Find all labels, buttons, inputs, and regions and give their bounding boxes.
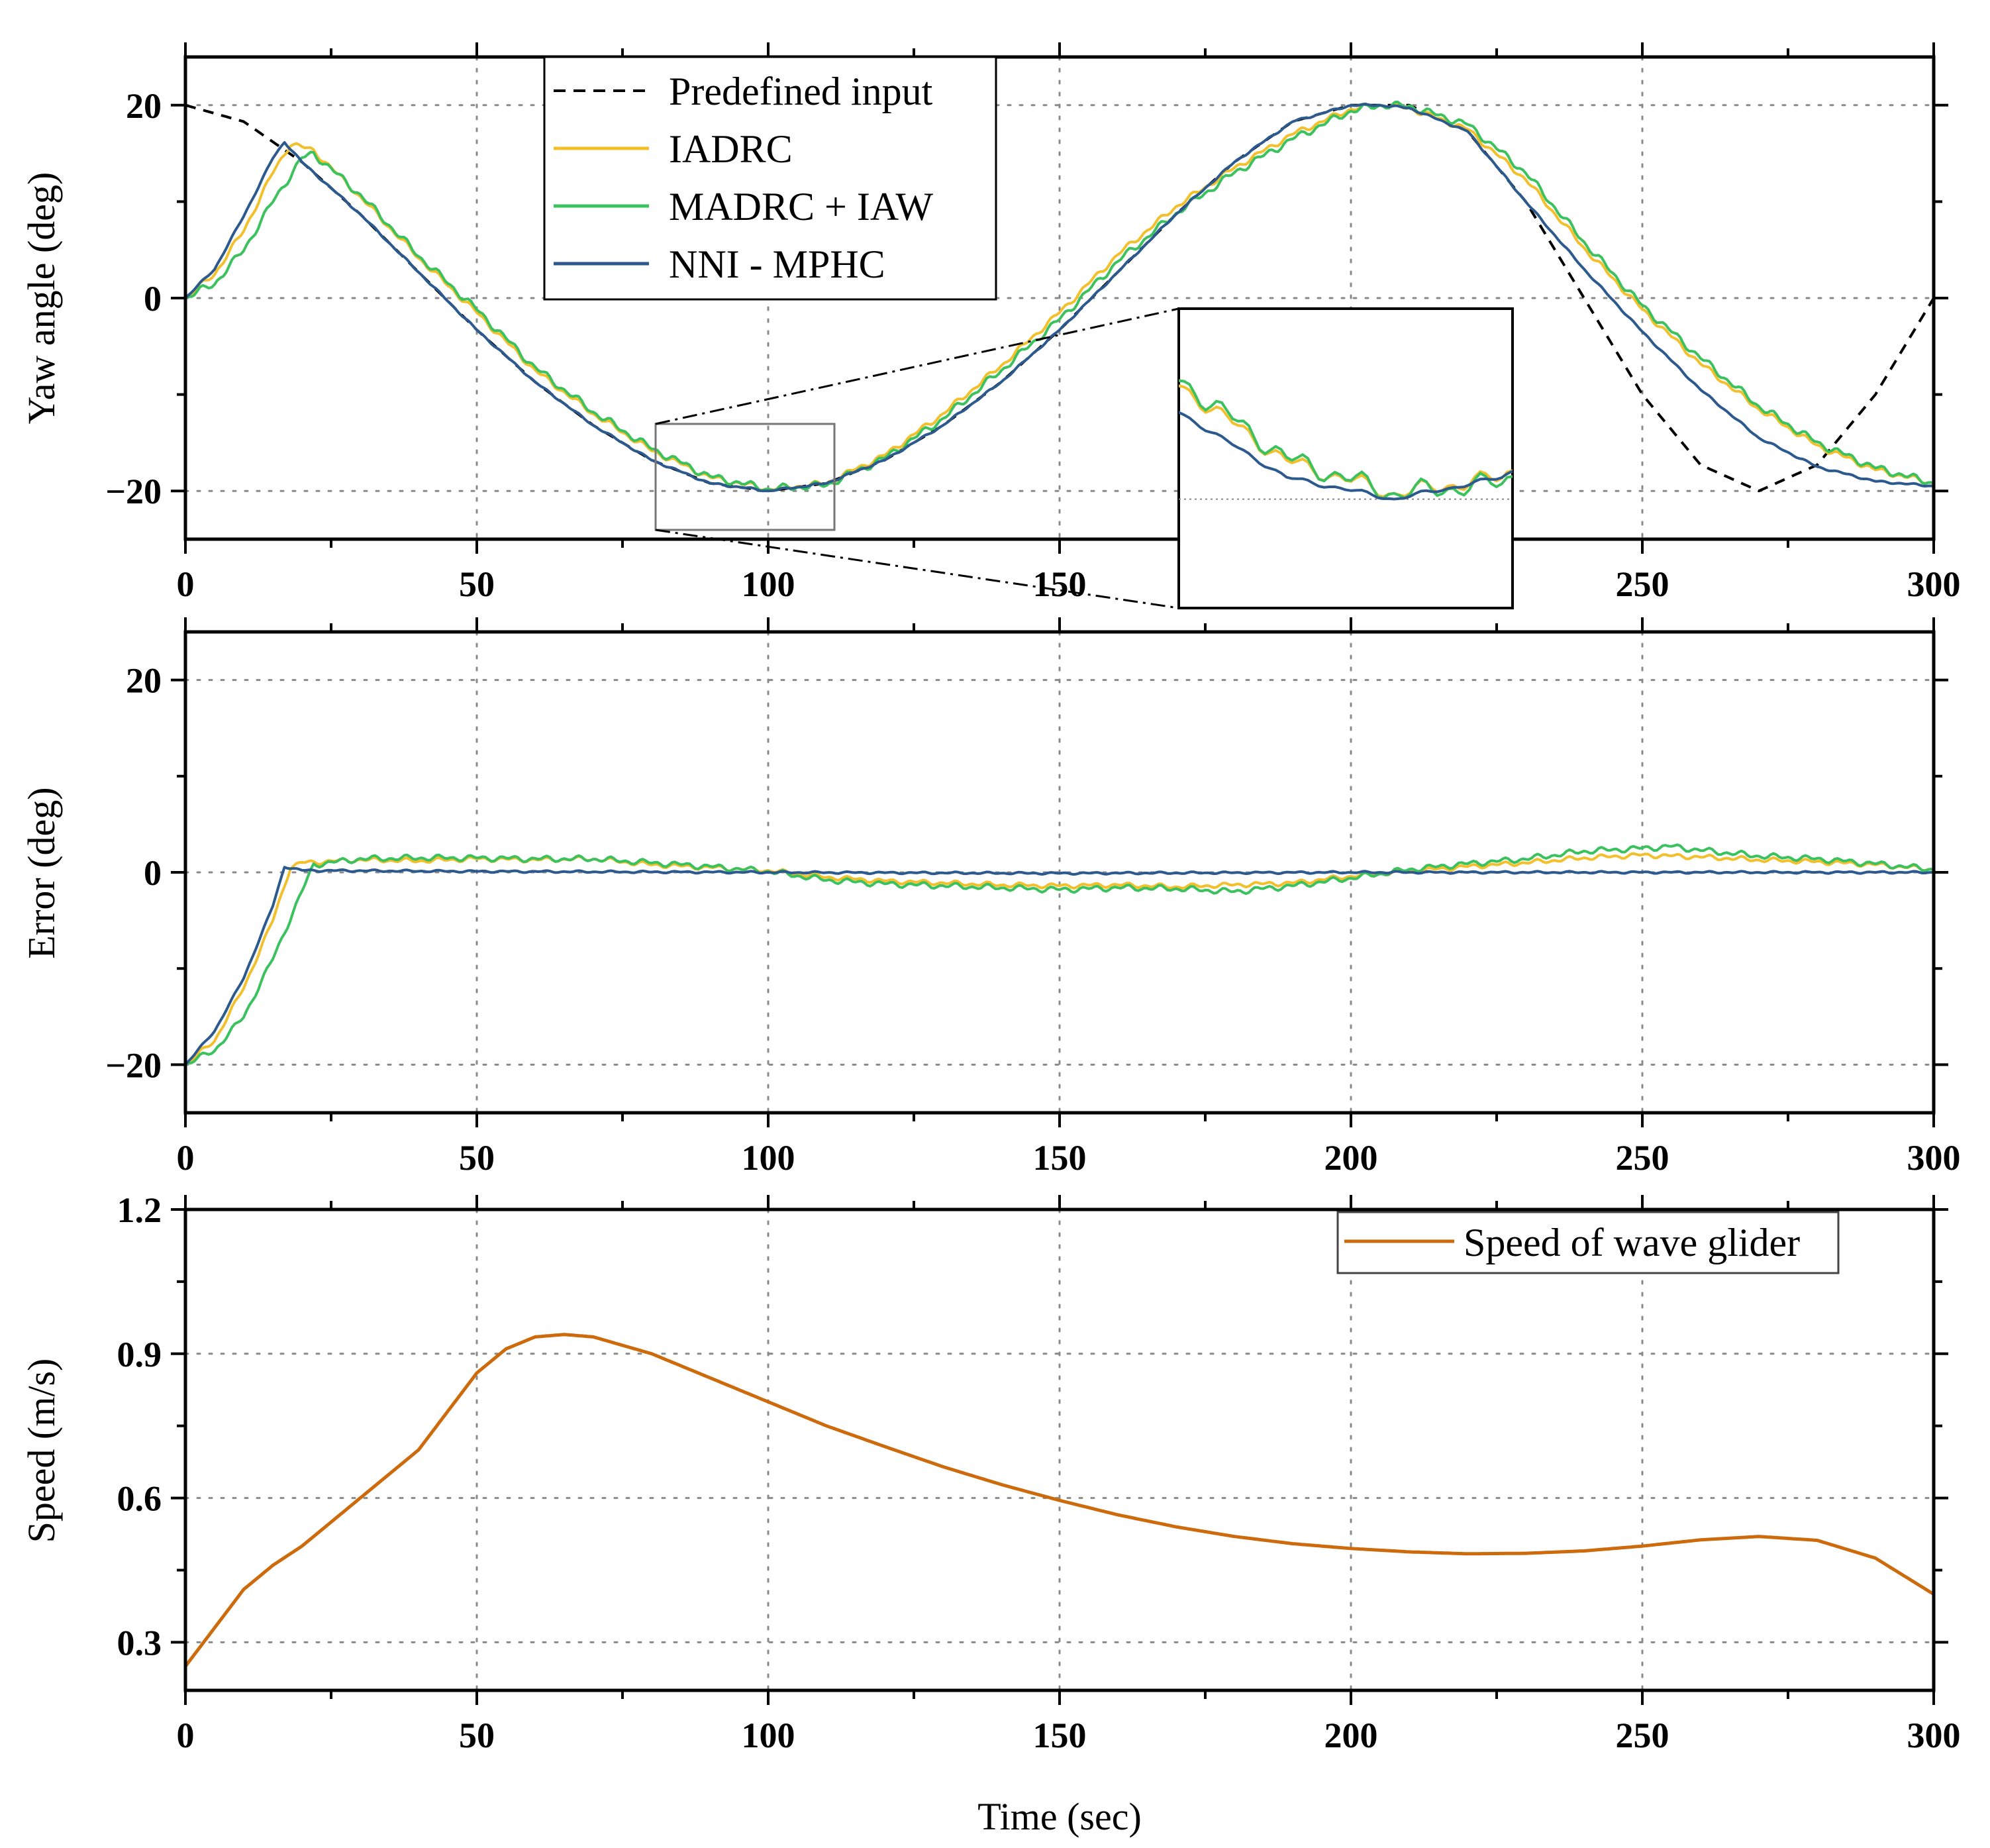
zoom-inset-frame bbox=[1177, 307, 1514, 609]
yaw-series-line-2 bbox=[185, 100, 1934, 492]
yaw-series bbox=[184, 100, 1935, 493]
yaw-legend-box bbox=[543, 56, 997, 301]
speed-xtick-label: 100 bbox=[742, 1716, 795, 1755]
yaw-ytick-label: −20 bbox=[105, 472, 162, 511]
yaw-xtick-label: 250 bbox=[1616, 564, 1669, 604]
speed-series-line-0 bbox=[184, 1333, 1935, 1668]
error-ticks: 0 50 100 150 200 250 300 −20 0 20 bbox=[105, 617, 1961, 1178]
yaw-xtick-label: 150 bbox=[1033, 564, 1087, 604]
error-ytick-label: 0 bbox=[144, 853, 162, 893]
speed-xtick-label: 150 bbox=[1033, 1716, 1087, 1755]
speed-ytick-label: 0.3 bbox=[117, 1623, 162, 1663]
error-ylabel: Error (deg) bbox=[20, 787, 63, 958]
speed-ytick-label: 0.6 bbox=[117, 1479, 162, 1519]
legend-label-speed: Speed of wave glider bbox=[1464, 1221, 1800, 1264]
yaw-legend: Predefined input IADRC MADRC + IAW NNI -… bbox=[543, 56, 997, 301]
speed-ticks: 0 50 100 150 200 250 300 0.3 0.6 0.9 1.2 bbox=[117, 1190, 1961, 1755]
speed-xlabel: Time (sec) bbox=[977, 1795, 1142, 1838]
speed-xtick-label: 250 bbox=[1616, 1716, 1669, 1755]
yaw-xtick-label: 50 bbox=[459, 564, 495, 604]
legend-label-madrc: MADRC + IAW bbox=[669, 185, 933, 229]
error-xtick-label: 300 bbox=[1907, 1138, 1961, 1178]
yaw-series-line-3 bbox=[184, 103, 1934, 493]
legend-label-nni: NNI - MPHC bbox=[669, 242, 885, 286]
legend-label-predefined: Predefined input bbox=[669, 70, 933, 113]
error-ytick-label: −20 bbox=[105, 1045, 162, 1085]
error-xtick-label: 200 bbox=[1324, 1138, 1378, 1178]
speed-ytick-label: 0.9 bbox=[117, 1335, 162, 1374]
yaw-grid bbox=[184, 56, 1935, 540]
zoom-inset bbox=[1177, 307, 1514, 609]
speed-grid bbox=[184, 1208, 1935, 1692]
error-series bbox=[184, 843, 1934, 1066]
yaw-ylabel: Yaw angle (deg) bbox=[20, 172, 63, 425]
error-xtick-label: 250 bbox=[1616, 1138, 1669, 1178]
speed-xtick-label: 0 bbox=[177, 1716, 195, 1755]
speed-series bbox=[184, 1333, 1935, 1668]
error-xtick-label: 50 bbox=[459, 1138, 495, 1178]
speed-legend: Speed of wave glider bbox=[1336, 1211, 1840, 1274]
yaw-ytick-label: 20 bbox=[126, 86, 162, 126]
error-series-line-1 bbox=[185, 843, 1934, 1066]
legend-label-iadrc: IADRC bbox=[669, 127, 793, 171]
speed-xtick-label: 50 bbox=[459, 1716, 495, 1755]
error-xtick-label: 0 bbox=[177, 1138, 195, 1178]
error-panel: 0 50 100 150 200 250 300 −20 0 20 Error (deg) bbox=[20, 617, 1961, 1178]
yaw-series-line-1 bbox=[184, 102, 1934, 491]
error-xtick-label: 150 bbox=[1033, 1138, 1087, 1178]
zoom-source-box bbox=[654, 423, 836, 531]
speed-xtick-label: 300 bbox=[1907, 1716, 1961, 1755]
zoom-connector-bottom bbox=[655, 529, 1179, 609]
error-series-line-0 bbox=[184, 852, 1934, 1066]
yaw-xtick-label: 0 bbox=[177, 564, 195, 604]
speed-xtick-label: 200 bbox=[1324, 1716, 1378, 1755]
error-series-line-2 bbox=[184, 866, 1934, 1066]
speed-ylabel: Speed (m/s) bbox=[20, 1359, 63, 1543]
yaw-xtick-label: 300 bbox=[1907, 564, 1961, 604]
zoom-connector-top bbox=[655, 307, 1179, 425]
yaw-xtick-label: 100 bbox=[742, 564, 795, 604]
error-xtick-label: 100 bbox=[742, 1138, 795, 1178]
yaw-ytick-label: 0 bbox=[144, 279, 162, 319]
speed-panel: 0 50 100 150 200 250 300 0.3 0.6 0.9 1.2 Speed (m/… bbox=[20, 1190, 1961, 1838]
error-ytick-label: 20 bbox=[126, 661, 162, 701]
speed-ytick-label: 1.2 bbox=[117, 1190, 162, 1230]
